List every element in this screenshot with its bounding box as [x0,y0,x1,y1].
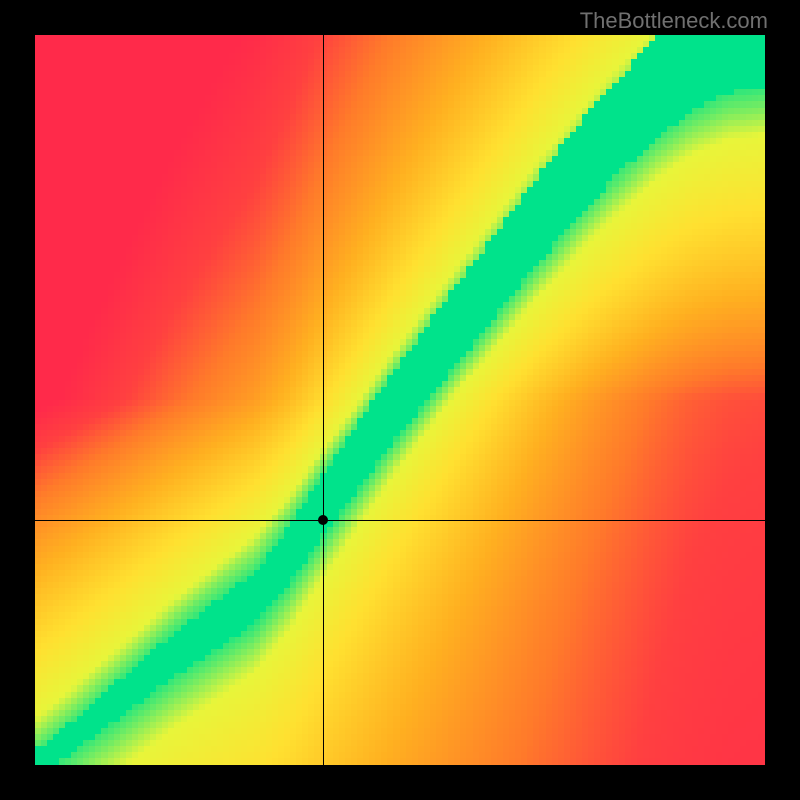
crosshair-vertical [323,35,324,765]
heatmap-chart [35,35,765,765]
watermark-text: TheBottleneck.com [580,8,768,34]
crosshair-marker [318,515,328,525]
crosshair-horizontal [35,520,765,521]
heatmap-canvas [35,35,765,765]
